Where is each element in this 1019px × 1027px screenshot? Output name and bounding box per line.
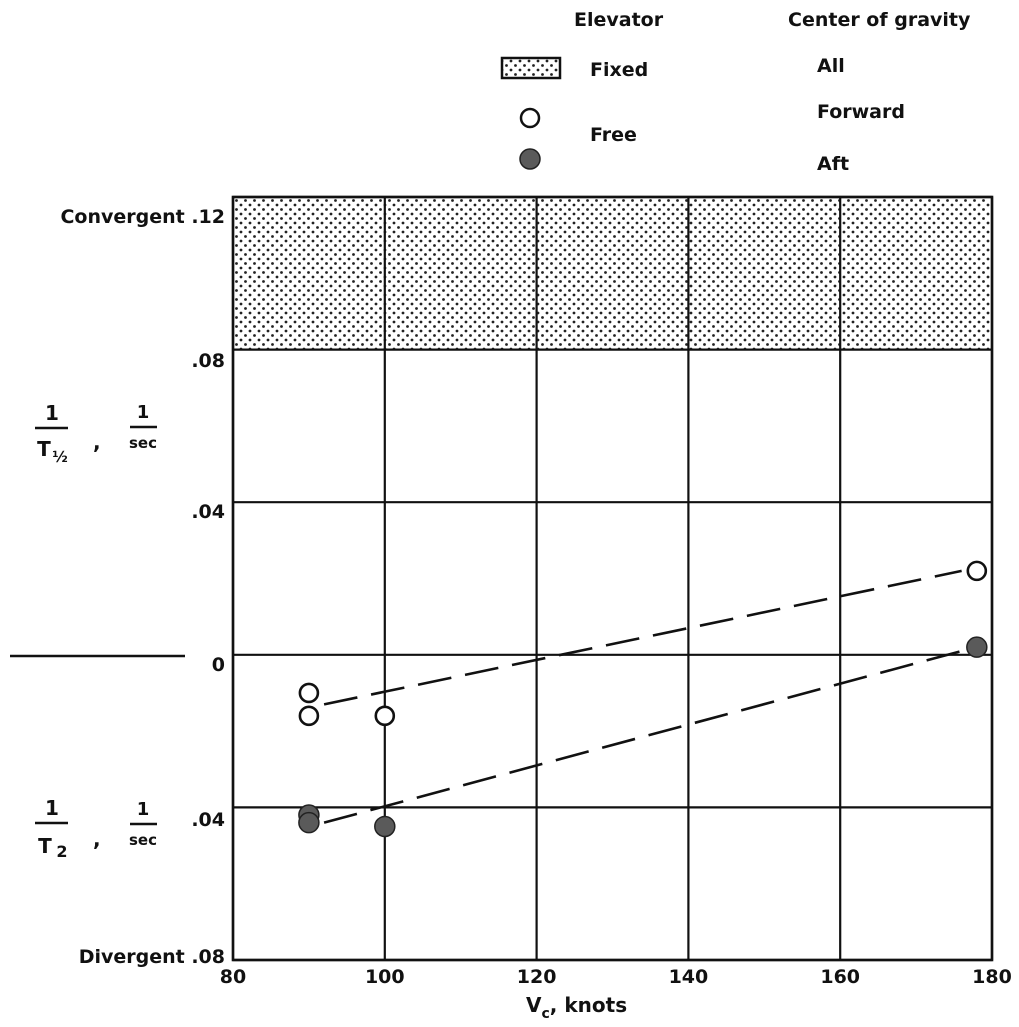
x-tick-label-80: 80 (220, 966, 246, 988)
x-label-main: V (526, 993, 542, 1017)
legend: Elevator Center of gravity Fixed All Fre… (500, 9, 971, 175)
lower-frac-den: T (38, 834, 52, 858)
upper-comma: , (93, 430, 101, 454)
x-tick-label-100: 100 (365, 966, 405, 988)
x-label-rest: , knots (550, 993, 627, 1017)
x-tick-label-160: 160 (820, 966, 860, 988)
aft-point-3 (966, 636, 988, 658)
legend-cg-header: Center of gravity (788, 9, 971, 31)
legend-aft-label: Aft (817, 153, 849, 175)
legend-elevator-header: Elevator (574, 9, 664, 31)
y-tick-0: 0 (212, 654, 225, 676)
lower-unit-num: 1 (137, 799, 150, 820)
legend-filled-circle-icon (519, 148, 541, 170)
y-axis-labels: Convergent .12 .08 .04 0 .04 Divergent .… (10, 206, 225, 968)
lower-frac-num: 1 (45, 796, 59, 820)
legend-open-circle-icon (519, 107, 541, 129)
x-tick-label-120: 120 (517, 966, 557, 988)
x-label-sub: c (541, 1006, 549, 1022)
lower-rate-label: 1 T 2 , 1 sec (35, 796, 157, 861)
trend-line-aft (323, 649, 962, 824)
y-tick-08-upper: .08 (191, 350, 225, 372)
lower-frac-den-sub: 2 (56, 842, 67, 861)
x-axis-title: Vc, knots (526, 993, 627, 1022)
upper-frac-den: T (37, 437, 51, 461)
aft-point-2 (374, 815, 396, 838)
legend-fixed-swatch (500, 56, 562, 80)
x-tick-label-180: 180 (972, 966, 1012, 988)
upper-unit-den: sec (129, 434, 157, 452)
fixed-elevator-region (233, 197, 992, 350)
plot-area (231, 195, 994, 962)
svg-text:Vc, knots: Vc, knots (526, 993, 627, 1022)
y-tick-04-upper: .04 (191, 501, 225, 523)
x-tick-label-140: 140 (669, 966, 709, 988)
forward-point-2 (374, 705, 396, 727)
legend-all-label: All (817, 55, 845, 77)
lower-comma: , (93, 827, 101, 851)
forward-point-0 (298, 682, 320, 704)
upper-unit-num: 1 (137, 402, 150, 423)
y-tick-04-lower: .04 (191, 809, 225, 831)
upper-frac-num: 1 (45, 401, 59, 425)
forward-point-3 (966, 560, 988, 582)
legend-fixed-label: Fixed (590, 59, 648, 81)
upper-frac-den-sub: ½ (52, 448, 68, 466)
y-bottom-label: Divergent .08 (79, 946, 225, 968)
trend-line-forward (323, 569, 962, 706)
forward-point-1 (298, 705, 320, 727)
legend-forward-label: Forward (817, 101, 905, 123)
y-top-label: Convergent .12 (60, 206, 225, 228)
upper-rate-label: 1 T ½ , 1 sec (35, 401, 157, 466)
aft-point-1 (298, 811, 320, 834)
plot-frame (231, 195, 994, 962)
legend-free-label: Free (590, 124, 637, 146)
x-axis-tick-labels: 80 100 120 140 160 180 (220, 966, 1012, 988)
lower-unit-den: sec (129, 831, 157, 849)
